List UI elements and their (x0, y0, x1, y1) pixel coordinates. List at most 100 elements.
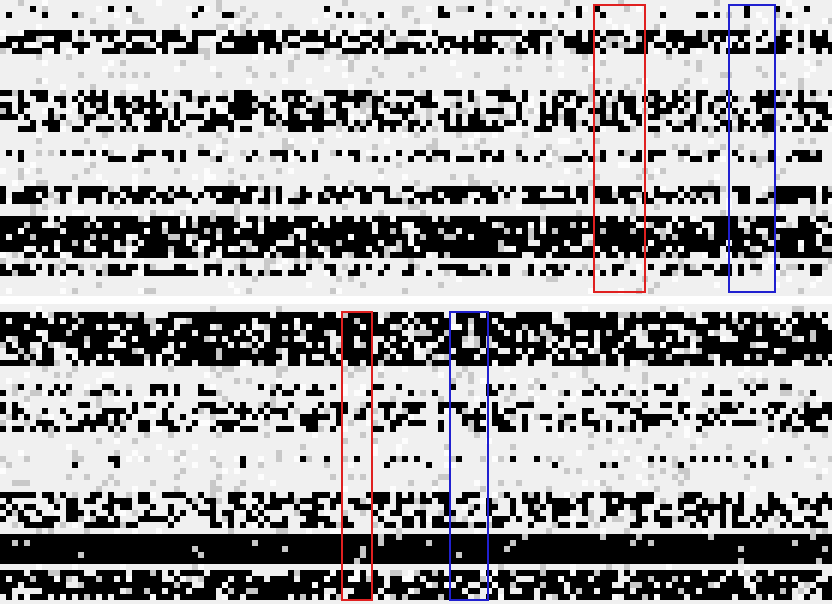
light-cell (708, 138, 714, 144)
dark-cell (450, 198, 456, 204)
light-cell (66, 48, 72, 54)
noise-cell (786, 330, 792, 336)
light-cell (216, 252, 222, 258)
dark-cell (630, 96, 636, 102)
dark-cell (330, 264, 336, 270)
noise-cell (744, 228, 750, 234)
noise-cell (402, 408, 408, 414)
noise-cell (462, 198, 468, 204)
dark-cell (210, 108, 216, 114)
dark-cell (12, 222, 18, 228)
dark-cell (606, 246, 612, 252)
dark-cell (636, 408, 642, 414)
dark-cell (498, 126, 504, 132)
light-cell (822, 468, 828, 474)
dark-cell (216, 156, 222, 162)
dark-cell (438, 264, 444, 270)
dark-cell (540, 108, 546, 114)
dark-cell (108, 6, 114, 12)
dark-cell (600, 108, 606, 114)
light-cell (726, 420, 732, 426)
dark-cell (168, 336, 174, 342)
dark-cell (228, 102, 234, 108)
dark-cell (264, 354, 270, 360)
dark-cell (318, 402, 324, 408)
dark-cell (216, 120, 222, 126)
noise-cell (588, 444, 594, 450)
dark-cell (498, 414, 504, 420)
noise-cell (360, 432, 366, 438)
dark-cell (696, 510, 702, 516)
dark-cell (318, 240, 324, 246)
dark-cell (558, 222, 564, 228)
dark-cell (72, 246, 78, 252)
dark-cell (510, 324, 516, 330)
noise-cell (552, 228, 558, 234)
noise-cell (516, 156, 522, 162)
light-cell (744, 492, 750, 498)
dark-cell (768, 330, 774, 336)
noise-cell (90, 162, 96, 168)
dark-cell (474, 126, 480, 132)
noise-cell (228, 180, 234, 186)
dark-cell (306, 336, 312, 342)
dark-cell (588, 324, 594, 330)
noise-cell (378, 72, 384, 78)
noise-cell (828, 18, 832, 24)
noise-cell (474, 144, 480, 150)
noise-cell (48, 342, 54, 348)
dark-cell (510, 12, 516, 18)
noise-cell (30, 390, 36, 396)
dark-cell (156, 216, 162, 222)
dark-cell (342, 240, 348, 246)
dark-cell (402, 354, 408, 360)
dark-cell (24, 252, 30, 258)
dark-cell (630, 318, 636, 324)
noise-cell (276, 372, 282, 378)
noise-cell (606, 78, 612, 84)
dark-cell (216, 96, 222, 102)
dark-cell (186, 348, 192, 354)
noise-cell (174, 474, 180, 480)
dark-cell (276, 318, 282, 324)
dark-cell (582, 324, 588, 330)
dark-cell (372, 36, 378, 42)
dark-cell (648, 150, 654, 156)
dark-cell (90, 114, 96, 120)
dark-cell (480, 252, 486, 258)
dark-cell (96, 312, 102, 318)
dark-cell (120, 126, 126, 132)
noise-cell (648, 288, 654, 294)
dark-cell (816, 510, 822, 516)
dark-cell (6, 102, 12, 108)
noise-cell (792, 432, 798, 438)
dark-cell (84, 96, 90, 102)
dark-cell (546, 114, 552, 120)
light-cell (432, 96, 438, 102)
dark-cell (666, 252, 672, 258)
dark-cell (90, 510, 96, 516)
dark-cell (678, 402, 684, 408)
dark-cell (678, 318, 684, 324)
dark-cell (702, 42, 708, 48)
dark-cell (6, 42, 12, 48)
dark-cell (306, 96, 312, 102)
dark-cell (528, 42, 534, 48)
dark-cell (828, 252, 832, 258)
dark-cell (366, 198, 372, 204)
light-cell (780, 312, 786, 318)
dark-cell (180, 270, 186, 276)
dark-cell (24, 192, 30, 198)
dark-cell (120, 318, 126, 324)
dark-cell (522, 342, 528, 348)
dark-cell (552, 504, 558, 510)
dark-cell (420, 336, 426, 342)
dark-cell (240, 252, 246, 258)
light-cell (210, 450, 216, 456)
dark-cell (804, 120, 810, 126)
noise-cell (456, 108, 462, 114)
light-cell (414, 270, 420, 276)
dark-cell (396, 48, 402, 54)
noise-cell (654, 24, 660, 30)
dark-cell (30, 426, 36, 432)
